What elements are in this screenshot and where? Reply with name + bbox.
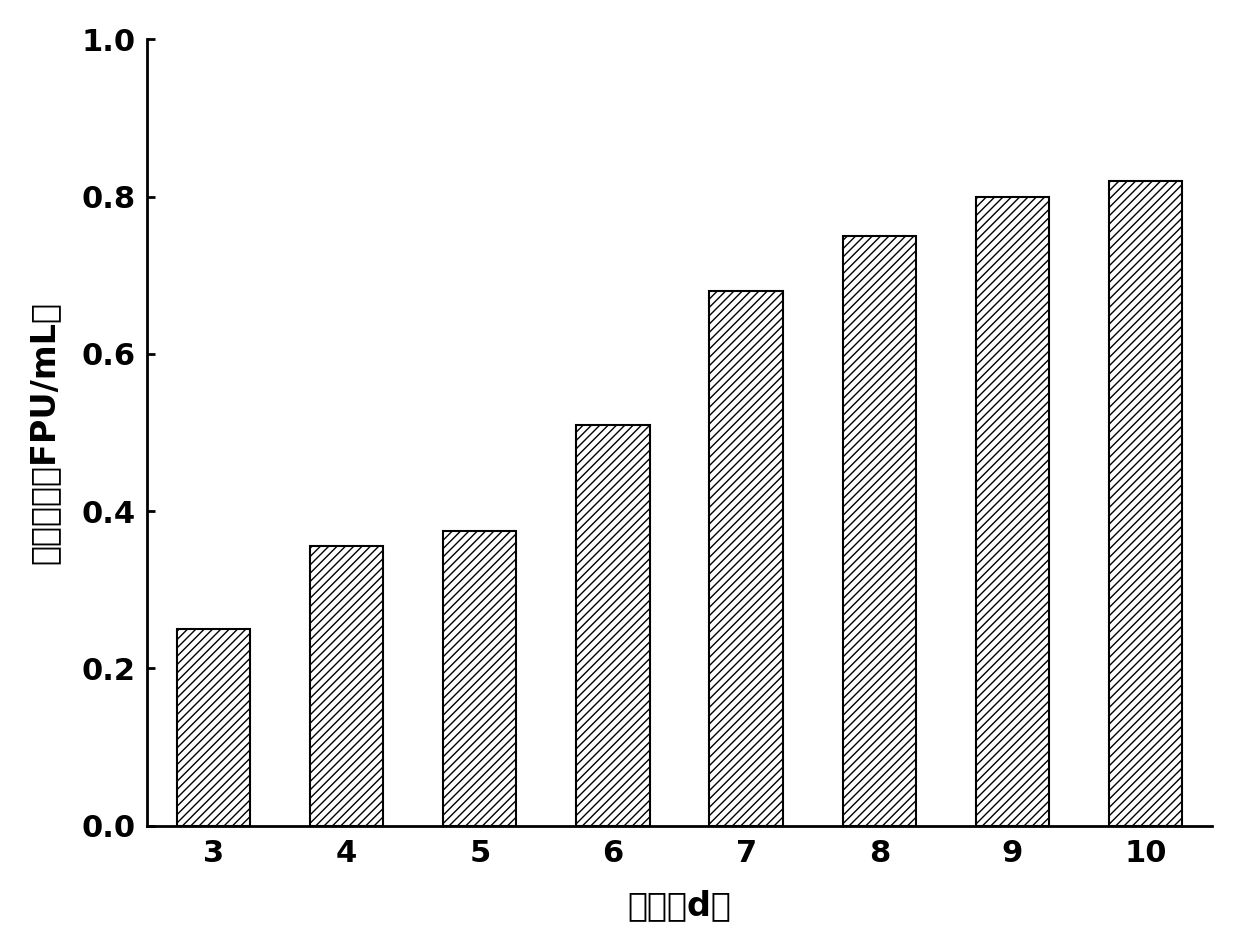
Bar xyxy=(843,236,916,826)
Bar xyxy=(709,291,782,826)
Bar xyxy=(577,425,650,826)
Y-axis label: 滤纸酶活（FPU/mL）: 滤纸酶活（FPU/mL） xyxy=(27,301,61,564)
X-axis label: 时间（d）: 时间（d） xyxy=(627,889,732,922)
Bar xyxy=(310,546,383,826)
Bar xyxy=(177,629,250,826)
Bar xyxy=(1109,180,1182,826)
Bar xyxy=(976,197,1049,826)
Bar xyxy=(443,531,516,826)
